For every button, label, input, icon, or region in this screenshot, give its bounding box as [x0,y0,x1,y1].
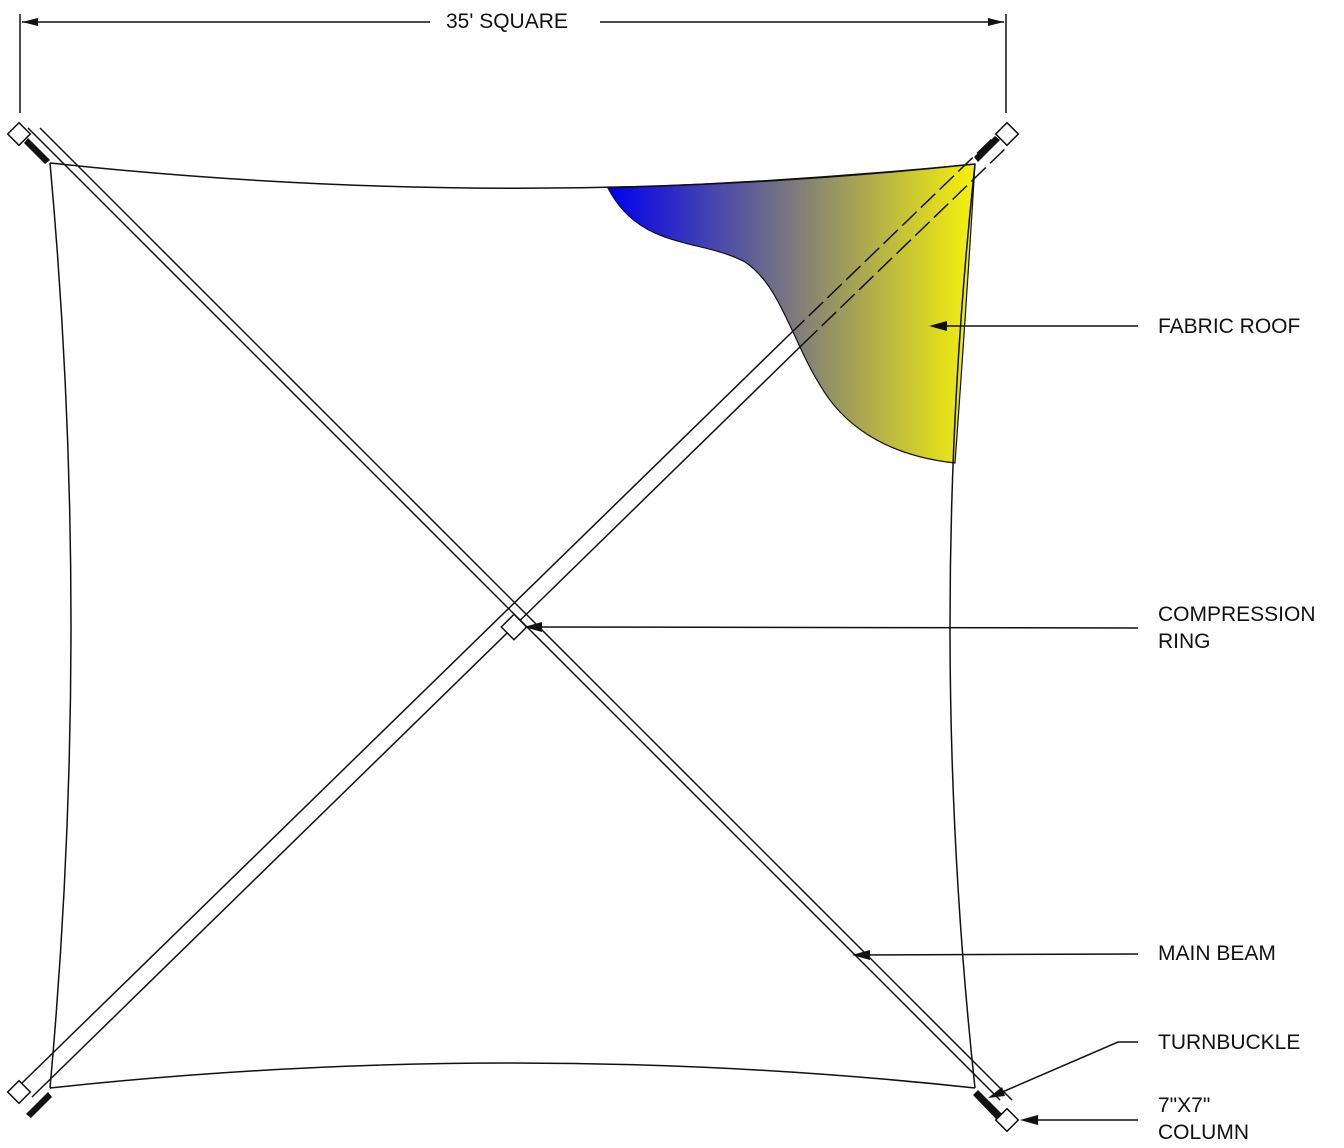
column-top-right [994,121,1020,147]
callout-compression-ring-line2: RING [1158,630,1211,653]
fabric-roof-outline [49,162,976,1089]
column-top-left [6,121,32,147]
main-beam-diagonal [19,135,1009,1098]
callout-compression-ring-line1: COMPRESSION [1158,603,1316,626]
callout-column-line2: COLUMN [1158,1121,1250,1144]
leader-main-beam [852,950,1139,960]
leader-compression-ring [524,622,1139,632]
compression-ring [500,613,528,641]
leader-fabric-roof [929,321,1138,331]
dimension-label: 35' SQUARE [446,10,568,33]
turnbuckle [24,136,1002,1119]
callout-fabric-roof: FABRIC ROOF [1158,315,1301,338]
leader-column [1020,1115,1138,1125]
callout-main-beam: MAIN BEAM [1158,942,1276,965]
dimension-line [19,14,1007,113]
column-bottom-left [6,1079,32,1105]
callout-column-line1: 7"X7" [1158,1094,1211,1117]
leader-turnbuckle [988,1041,1138,1098]
callout-turnbuckle: TURNBUCKLE [1158,1031,1301,1054]
fabric-roof-shading [607,163,976,464]
